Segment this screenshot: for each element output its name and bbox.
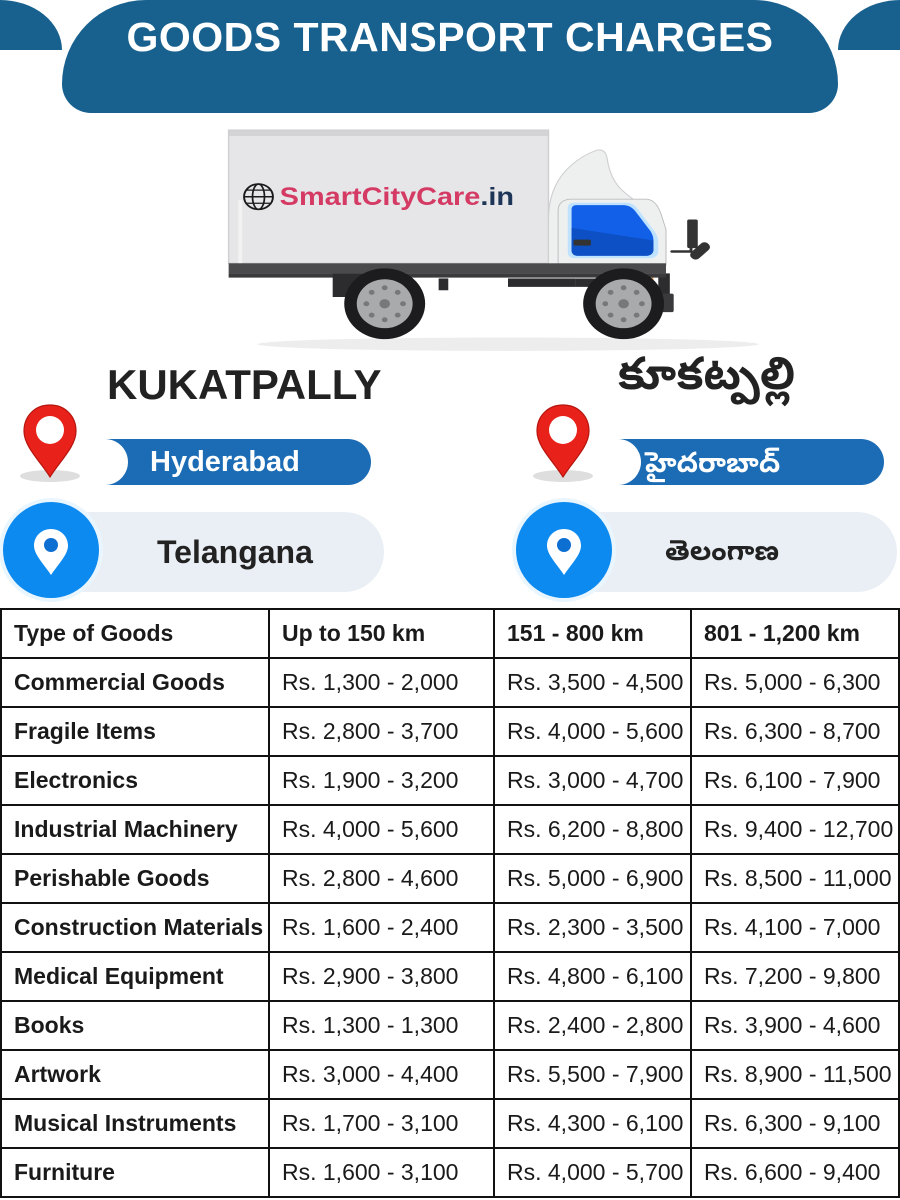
svg-text:SmartCityCare.in: SmartCityCare.in bbox=[280, 182, 514, 211]
